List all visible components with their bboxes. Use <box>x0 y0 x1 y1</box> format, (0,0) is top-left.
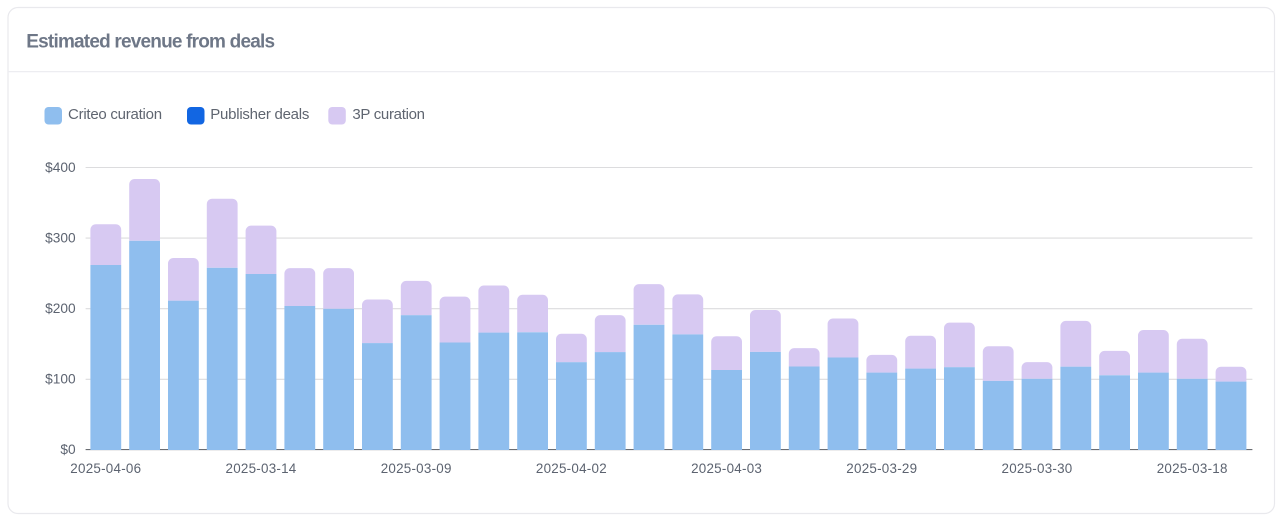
svg-text:$400: $400 <box>45 160 76 175</box>
svg-text:$300: $300 <box>45 230 76 245</box>
svg-text:2025-03-29: 2025-03-29 <box>846 461 917 476</box>
svg-text:2025-03-18: 2025-03-18 <box>1157 461 1228 476</box>
svg-text:2025-03-30: 2025-03-30 <box>1002 461 1073 476</box>
svg-text:2025-03-14: 2025-03-14 <box>226 461 297 476</box>
svg-text:3P curation: 3P curation <box>352 106 424 123</box>
svg-text:Estimated revenue from deals: Estimated revenue from deals <box>26 32 274 53</box>
svg-text:Publisher deals: Publisher deals <box>210 106 309 123</box>
svg-text:2025-04-03: 2025-04-03 <box>691 461 762 476</box>
svg-text:$200: $200 <box>45 301 76 316</box>
svg-text:$0: $0 <box>60 442 76 457</box>
svg-text:2025-03-09: 2025-03-09 <box>381 461 452 476</box>
svg-text:2025-04-02: 2025-04-02 <box>536 461 607 476</box>
svg-text:$100: $100 <box>45 372 76 387</box>
svg-text:2025-04-06: 2025-04-06 <box>70 461 141 476</box>
svg-text:Criteo curation: Criteo curation <box>68 106 162 123</box>
